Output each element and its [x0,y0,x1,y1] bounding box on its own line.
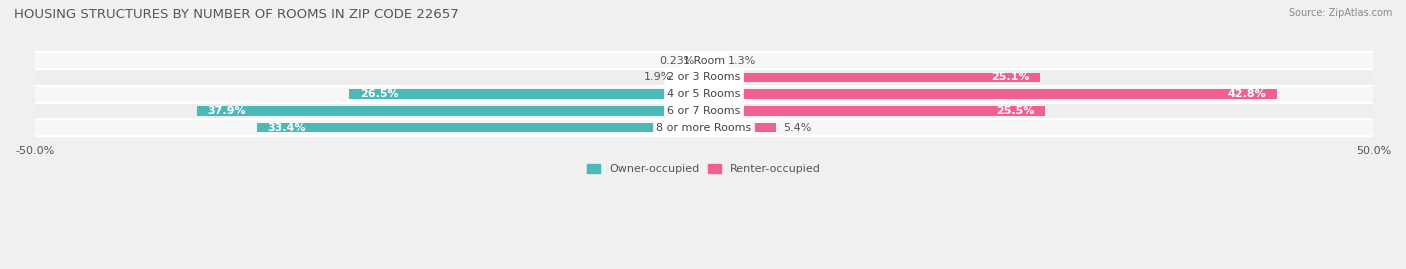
Text: 42.8%: 42.8% [1227,89,1267,99]
Bar [704,106,1046,116]
Text: 8 or more Rooms: 8 or more Rooms [657,123,752,133]
Legend: Owner-occupied, Renter-occupied: Owner-occupied, Renter-occupied [582,160,825,179]
FancyBboxPatch shape [35,53,1374,69]
Text: 25.5%: 25.5% [997,106,1035,116]
Text: 33.4%: 33.4% [267,123,307,133]
Bar [702,56,704,66]
Text: 1.3%: 1.3% [728,56,756,66]
Text: 37.9%: 37.9% [207,106,246,116]
FancyBboxPatch shape [35,69,1374,86]
Bar [349,89,704,99]
Bar [704,89,1277,99]
Text: 25.1%: 25.1% [991,73,1029,83]
Bar [257,123,704,132]
Text: HOUSING STRUCTURES BY NUMBER OF ROOMS IN ZIP CODE 22657: HOUSING STRUCTURES BY NUMBER OF ROOMS IN… [14,8,458,21]
Text: Source: ZipAtlas.com: Source: ZipAtlas.com [1288,8,1392,18]
Text: 6 or 7 Rooms: 6 or 7 Rooms [668,106,741,116]
Text: 0.23%: 0.23% [659,56,695,66]
Bar [704,56,721,66]
Text: 1.9%: 1.9% [644,73,672,83]
Text: 5.4%: 5.4% [783,123,811,133]
FancyBboxPatch shape [35,103,1374,119]
FancyBboxPatch shape [35,119,1374,136]
Bar [679,73,704,82]
Bar [704,123,776,132]
FancyBboxPatch shape [35,86,1374,102]
Bar [704,73,1040,82]
Text: 26.5%: 26.5% [360,89,398,99]
Text: 4 or 5 Rooms: 4 or 5 Rooms [668,89,741,99]
Bar [197,106,704,116]
Text: 1 Room: 1 Room [683,56,725,66]
Text: 2 or 3 Rooms: 2 or 3 Rooms [668,73,741,83]
